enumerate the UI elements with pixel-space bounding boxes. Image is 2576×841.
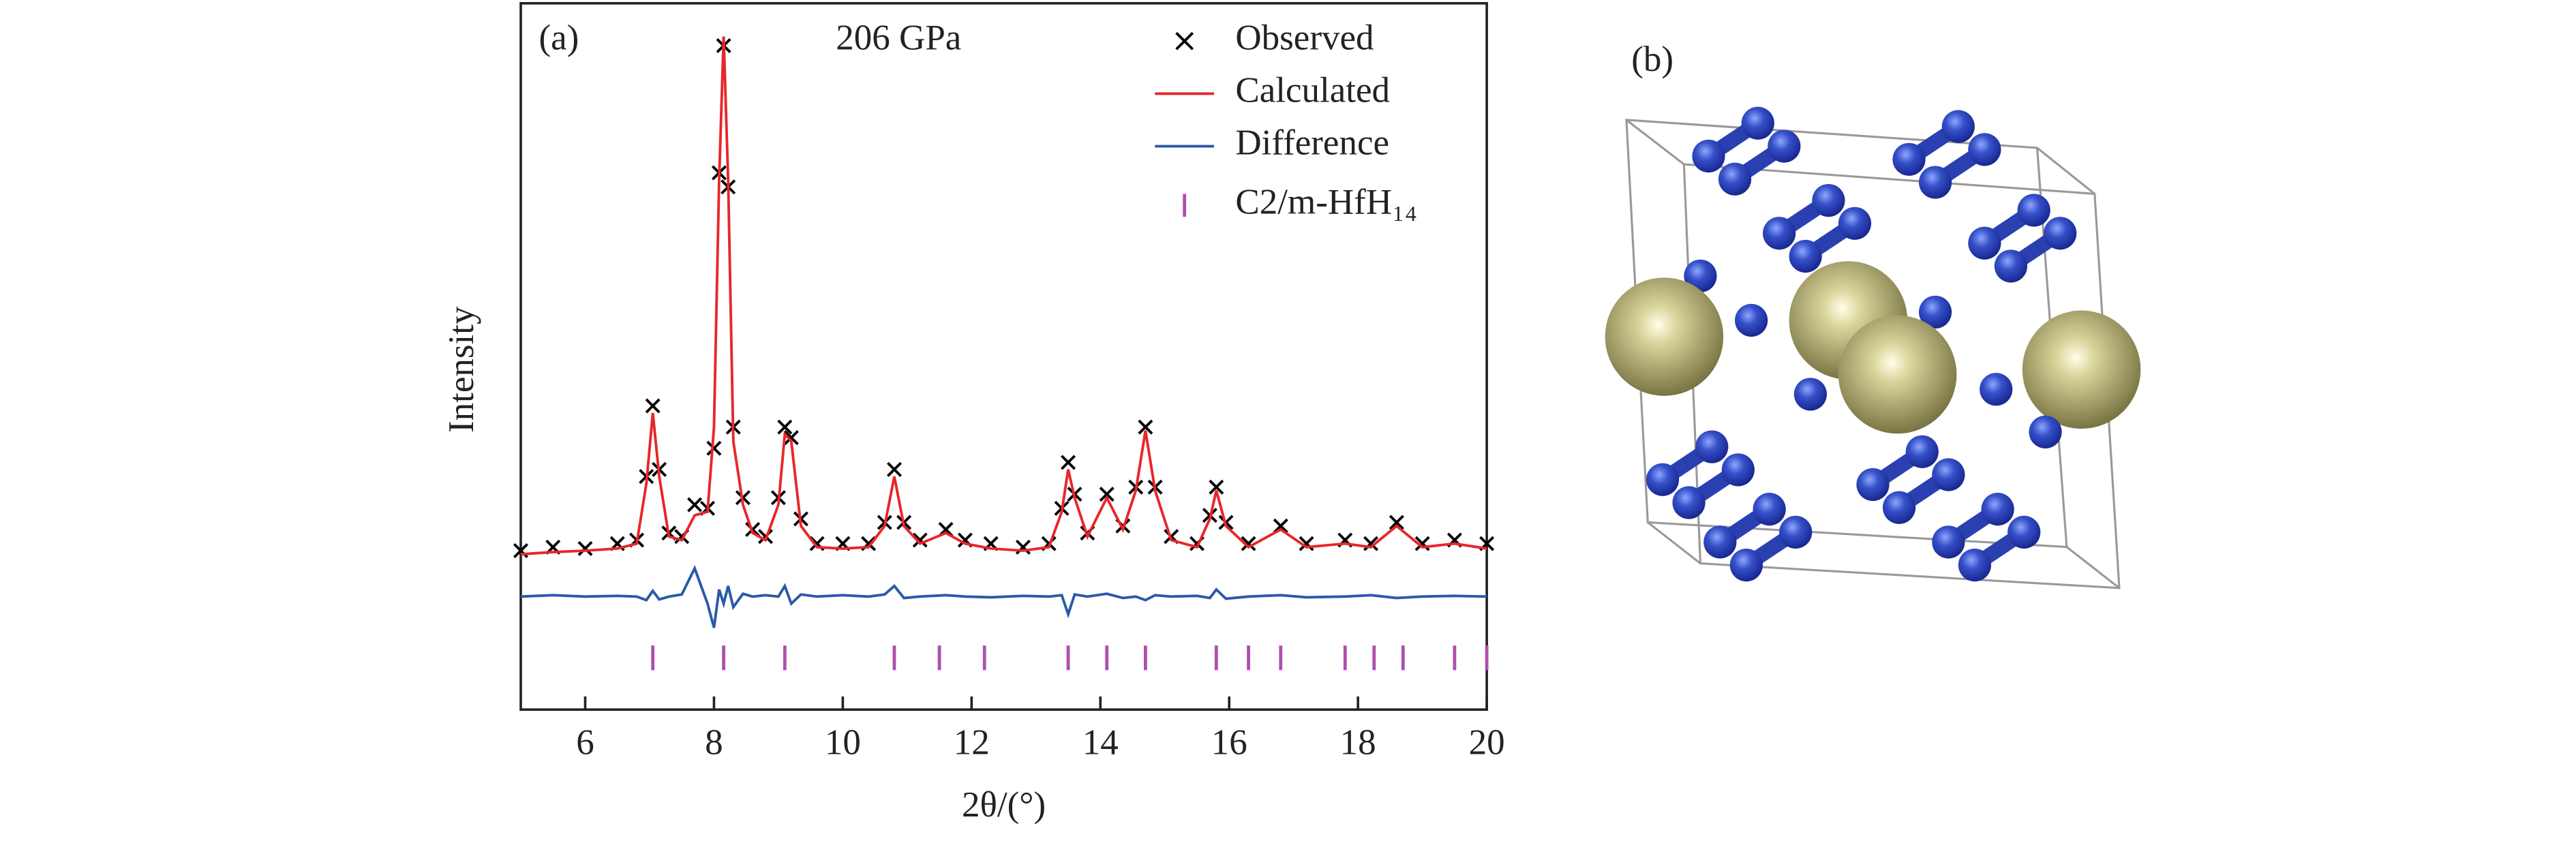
x-tick-label: 16 bbox=[1211, 722, 1247, 762]
x-tick-label: 20 bbox=[1469, 722, 1505, 762]
x-tick-label: 12 bbox=[954, 722, 990, 762]
x-axis-label: 2θ/(°) bbox=[962, 785, 1046, 825]
plot-area bbox=[513, 36, 1495, 671]
observed-marker bbox=[706, 440, 722, 456]
observed-marker bbox=[886, 461, 902, 477]
x-tick-label: 6 bbox=[576, 722, 594, 762]
observed-marker bbox=[1414, 536, 1430, 551]
panel-label: (b) bbox=[1631, 40, 1673, 79]
observed-marker bbox=[1363, 536, 1379, 551]
x-tick-label: 8 bbox=[705, 722, 723, 762]
x-tick-label: 10 bbox=[825, 722, 861, 762]
observed-marker bbox=[912, 532, 928, 548]
observed-marker bbox=[1209, 479, 1224, 495]
observed-marker bbox=[1241, 536, 1256, 551]
panel-label: (a) bbox=[539, 18, 579, 57]
plot-frame bbox=[519, 2, 1488, 711]
observed-marker bbox=[1099, 487, 1115, 502]
observed-marker bbox=[577, 540, 593, 556]
annotation: 206 GPa bbox=[836, 18, 961, 57]
observed-marker bbox=[1273, 518, 1288, 534]
x-tick-label: 14 bbox=[1082, 722, 1119, 762]
x-tick-label: 18 bbox=[1340, 722, 1376, 762]
observed-marker bbox=[1389, 515, 1404, 530]
observed-marker bbox=[777, 419, 793, 435]
series-line bbox=[520, 36, 1487, 556]
series-line bbox=[520, 565, 1487, 628]
crystal-structure bbox=[1605, 107, 2141, 590]
observed-marker bbox=[1138, 419, 1153, 435]
observed-marker bbox=[645, 398, 661, 414]
legend-label: Calculated bbox=[1235, 71, 1390, 110]
legend-label: Difference bbox=[1235, 123, 1389, 163]
legend-marker bbox=[1175, 31, 1194, 50]
observed-marker bbox=[687, 497, 703, 513]
legend-label: Observed bbox=[1235, 18, 1374, 57]
legend-label: C2/m-HfH₁₄ bbox=[1235, 182, 1417, 221]
y-axis-label: Intensity bbox=[442, 306, 481, 433]
observed-marker bbox=[783, 430, 799, 446]
observed-marker bbox=[1061, 455, 1076, 470]
